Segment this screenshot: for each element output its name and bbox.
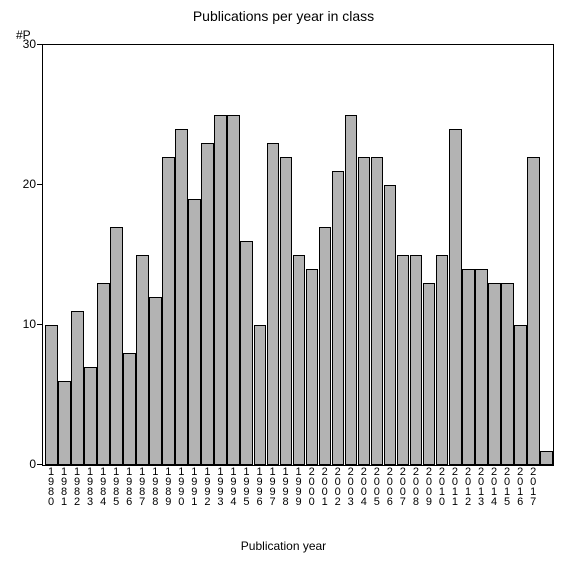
x-tick-label: 2006 bbox=[383, 466, 396, 516]
bar bbox=[384, 185, 397, 465]
bar bbox=[175, 129, 188, 465]
bar bbox=[540, 451, 553, 465]
chart-title: Publications per year in class bbox=[0, 8, 567, 24]
y-tick-label: 10 bbox=[2, 317, 36, 331]
bar bbox=[397, 255, 410, 465]
plot-area bbox=[42, 44, 554, 466]
x-tick-label: 1999 bbox=[292, 466, 305, 516]
x-tick-label: 1990 bbox=[174, 466, 187, 516]
x-tick-label bbox=[539, 466, 552, 516]
bar bbox=[110, 227, 123, 465]
x-tick-label: 1994 bbox=[226, 466, 239, 516]
bar bbox=[358, 157, 371, 465]
x-tick-label: 1997 bbox=[266, 466, 279, 516]
bar bbox=[488, 283, 501, 465]
bar bbox=[332, 171, 345, 465]
x-tick-label: 2011 bbox=[448, 466, 461, 516]
bar bbox=[501, 283, 514, 465]
x-tick-label: 2014 bbox=[487, 466, 500, 516]
bar bbox=[293, 255, 306, 465]
x-tick-label: 1991 bbox=[187, 466, 200, 516]
bar bbox=[423, 283, 436, 465]
x-tick-label: 2007 bbox=[396, 466, 409, 516]
y-ticks: 0102030 bbox=[0, 44, 42, 464]
x-tick-label: 1998 bbox=[279, 466, 292, 516]
bar bbox=[201, 143, 214, 465]
bar bbox=[280, 157, 293, 465]
bar bbox=[162, 157, 175, 465]
x-tick-label: 2003 bbox=[344, 466, 357, 516]
bar bbox=[97, 283, 110, 465]
x-tick-label: 1986 bbox=[122, 466, 135, 516]
x-tick-label: 2001 bbox=[318, 466, 331, 516]
bar bbox=[371, 157, 384, 465]
x-tick-label: 1981 bbox=[57, 466, 70, 516]
x-tick-label: 2013 bbox=[474, 466, 487, 516]
bar bbox=[345, 115, 358, 465]
x-tick-label: 1984 bbox=[96, 466, 109, 516]
x-tick-label: 2016 bbox=[513, 466, 526, 516]
x-tick-label: 1989 bbox=[161, 466, 174, 516]
chart-container: Publications per year in class #P 010203… bbox=[0, 0, 567, 567]
x-tick-label: 1995 bbox=[239, 466, 252, 516]
bar bbox=[45, 325, 58, 465]
bar bbox=[149, 297, 162, 465]
bar bbox=[410, 255, 423, 465]
bar bbox=[306, 269, 319, 465]
y-tick-label: 0 bbox=[2, 457, 36, 471]
bar bbox=[188, 199, 201, 465]
bar bbox=[527, 157, 540, 465]
bar bbox=[71, 311, 84, 465]
x-tick-label: 1992 bbox=[200, 466, 213, 516]
x-ticks: 1980198119821983198419851986198719881989… bbox=[42, 466, 552, 516]
x-tick-label: 2017 bbox=[526, 466, 539, 516]
bar bbox=[462, 269, 475, 465]
x-tick-label: 1980 bbox=[44, 466, 57, 516]
x-tick-label: 2012 bbox=[461, 466, 474, 516]
bar bbox=[123, 353, 136, 465]
x-tick-label: 2015 bbox=[500, 466, 513, 516]
bar bbox=[449, 129, 462, 465]
bar bbox=[475, 269, 488, 465]
bar bbox=[267, 143, 280, 465]
bars-group bbox=[43, 45, 553, 465]
x-tick-label: 2002 bbox=[331, 466, 344, 516]
bar bbox=[58, 381, 71, 465]
bar bbox=[84, 367, 97, 465]
y-tick-label: 30 bbox=[2, 37, 36, 51]
bar bbox=[214, 115, 227, 465]
bar bbox=[227, 115, 240, 465]
bar bbox=[240, 241, 253, 465]
x-tick-label: 2005 bbox=[370, 466, 383, 516]
x-tick-label: 1985 bbox=[109, 466, 122, 516]
bar bbox=[319, 227, 332, 465]
bar bbox=[436, 255, 449, 465]
x-tick-label: 1988 bbox=[148, 466, 161, 516]
x-axis-label: Publication year bbox=[0, 539, 567, 553]
bar bbox=[136, 255, 149, 465]
x-tick-label: 2010 bbox=[435, 466, 448, 516]
y-tick-label: 20 bbox=[2, 177, 36, 191]
x-tick-label: 2000 bbox=[305, 466, 318, 516]
x-tick-label: 2004 bbox=[357, 466, 370, 516]
bar bbox=[514, 325, 527, 465]
x-tick-label: 1982 bbox=[70, 466, 83, 516]
x-tick-label: 2009 bbox=[422, 466, 435, 516]
x-tick-label: 1993 bbox=[213, 466, 226, 516]
x-tick-label: 2008 bbox=[409, 466, 422, 516]
x-tick-label: 1996 bbox=[253, 466, 266, 516]
x-tick-label: 1987 bbox=[135, 466, 148, 516]
bar bbox=[254, 325, 267, 465]
x-tick-label: 1983 bbox=[83, 466, 96, 516]
